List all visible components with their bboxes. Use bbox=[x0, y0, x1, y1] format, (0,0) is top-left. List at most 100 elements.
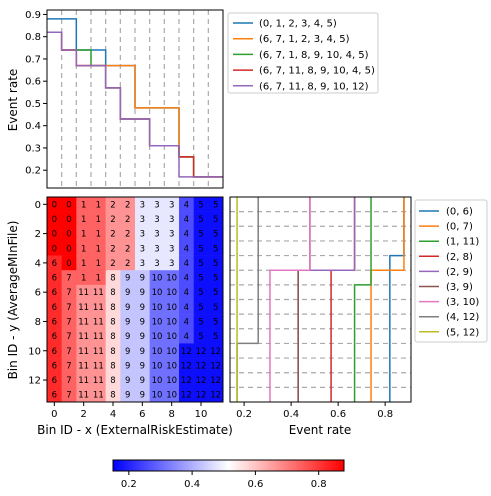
heatmap-cell bbox=[179, 314, 194, 330]
heatmap-cell-label: 5 bbox=[213, 303, 218, 313]
top-y-tick-label: 0.6 bbox=[25, 77, 41, 88]
heatmap-x-tick-label: 8 bbox=[168, 409, 174, 420]
right-step-chart: 0.2 0.4 0.6 0.8 Event rate (0, 6) (0, 7) (1, … bbox=[229, 196, 488, 437]
heatmap-cell bbox=[193, 284, 209, 300]
heatmap-cell bbox=[208, 226, 224, 242]
heatmap-cell-label: 5 bbox=[213, 288, 218, 298]
heatmap-cell-label: 10 bbox=[166, 376, 177, 386]
heatmap-cell bbox=[105, 240, 121, 256]
heatmap-cell-label: 3 bbox=[154, 215, 159, 225]
heatmap-cell-label: 11 bbox=[93, 317, 104, 327]
colorbar-tick-label: 0.2 bbox=[121, 479, 137, 490]
heatmap-cell-label: 2 bbox=[125, 215, 130, 225]
heatmap-cell bbox=[105, 226, 121, 242]
heatmap-cell-label: 5 bbox=[213, 259, 218, 269]
heatmap-cell-label: 9 bbox=[140, 361, 145, 371]
heatmap-cell bbox=[76, 240, 92, 256]
right-x-tick-label: 0.6 bbox=[330, 409, 346, 420]
heatmap-cell-label: 3 bbox=[169, 244, 174, 254]
heatmap-y-tick-label: 12 bbox=[28, 376, 41, 387]
right-x-tick-label: 0.4 bbox=[283, 409, 299, 420]
heatmap-cell-label: 3 bbox=[140, 215, 145, 225]
heatmap-cell-label: 7 bbox=[66, 347, 71, 357]
heatmap-cell bbox=[105, 372, 121, 388]
heatmap-cell-label: 3 bbox=[154, 259, 159, 269]
heatmap-cell-label: 10 bbox=[166, 303, 177, 313]
heatmap-cell bbox=[179, 372, 194, 388]
heatmap-cell-label: 4 bbox=[184, 244, 189, 254]
heatmap-cell bbox=[135, 284, 150, 300]
right-legend-label: (3, 9) bbox=[446, 282, 473, 293]
heatmap-cell bbox=[149, 197, 165, 212]
heatmap-cell bbox=[47, 343, 62, 359]
heatmap-cell bbox=[208, 240, 224, 256]
heatmap-cell bbox=[179, 284, 194, 300]
heatmap-cell-label: 5 bbox=[198, 215, 203, 225]
right-legend-label: (5, 12) bbox=[446, 327, 479, 338]
heatmap-cell-label: 3 bbox=[169, 230, 174, 240]
heatmap-cell bbox=[76, 299, 92, 315]
top-y-tick-label: 0.3 bbox=[25, 143, 41, 154]
heatmap-cell bbox=[135, 255, 150, 271]
heatmap-cell bbox=[208, 372, 224, 388]
heatmap-cell bbox=[91, 211, 106, 227]
top-y-tick-label: 0.4 bbox=[25, 121, 41, 132]
heatmap-cell bbox=[47, 358, 62, 374]
heatmap-cell bbox=[179, 343, 194, 359]
heatmap-cell-label: 4 bbox=[184, 288, 189, 298]
heatmap-cell-label: 11 bbox=[78, 361, 89, 371]
heatmap-cell bbox=[208, 343, 224, 359]
heatmap-cell bbox=[193, 372, 209, 388]
heatmap-cell-label: 11 bbox=[78, 317, 89, 327]
heatmap-cell bbox=[47, 299, 62, 315]
heatmap-cell-label: 11 bbox=[93, 332, 104, 342]
heatmap-cell-label: 5 bbox=[198, 200, 203, 210]
right-series-line bbox=[353, 197, 372, 402]
heatmap-cell-label: 11 bbox=[93, 347, 104, 357]
heatmap-cell bbox=[47, 226, 62, 242]
heatmap-cell-label: 5 bbox=[198, 274, 203, 284]
heatmap-cell bbox=[164, 387, 180, 403]
top-y-axis-title: Event rate bbox=[6, 69, 20, 132]
heatmap-cell-label: 9 bbox=[140, 274, 145, 284]
heatmap-cell-label: 9 bbox=[125, 376, 130, 386]
heatmap-x-tick-label: 10 bbox=[195, 409, 208, 420]
heatmap-cell bbox=[47, 314, 62, 330]
heatmap-x-tick-label: 2 bbox=[80, 409, 86, 420]
heatmap-cell bbox=[135, 328, 150, 344]
heatmap-cell bbox=[91, 226, 106, 242]
heatmap-cell bbox=[105, 387, 121, 403]
heatmap-cell-label: 5 bbox=[213, 244, 218, 254]
heatmap-cell-label: 2 bbox=[125, 200, 130, 210]
heatmap-cell bbox=[179, 211, 194, 227]
heatmap-cell-label: 8 bbox=[110, 274, 115, 284]
right-legend-label: (2, 9) bbox=[446, 267, 473, 278]
heatmap-cell-label: 5 bbox=[213, 200, 218, 210]
heatmap-cell-label: 11 bbox=[78, 332, 89, 342]
heatmap-cell-label: 2 bbox=[125, 244, 130, 254]
heatmap-cell bbox=[61, 226, 77, 242]
heatmap-cell bbox=[76, 358, 92, 374]
heatmap-cell bbox=[47, 328, 62, 344]
heatmap-cell-label: 10 bbox=[166, 347, 177, 357]
heatmap-cell bbox=[149, 372, 165, 388]
heatmap-cell-label: 8 bbox=[110, 347, 115, 357]
heatmap-cell bbox=[164, 211, 180, 227]
heatmap-cell bbox=[164, 240, 180, 256]
heatmap-cell bbox=[76, 343, 92, 359]
heatmap-cell bbox=[76, 387, 92, 403]
heatmap-cell-label: 2 bbox=[110, 200, 115, 210]
heatmap-cell-label: 7 bbox=[66, 274, 71, 284]
right-legend-label: (0, 7) bbox=[446, 222, 473, 233]
heatmap-cell bbox=[149, 226, 165, 242]
top-frame bbox=[46, 9, 224, 189]
heatmap-cell bbox=[135, 240, 150, 256]
heatmap-cell-label: 0 bbox=[52, 200, 57, 210]
heatmap-cell-label: 7 bbox=[66, 288, 71, 298]
heatmap-cell-label: 7 bbox=[66, 317, 71, 327]
heatmap-cell-label: 11 bbox=[93, 303, 104, 313]
heatmap-cell bbox=[208, 255, 224, 271]
heatmap-cell-label: 12 bbox=[196, 391, 207, 401]
heatmap-cell-label: 11 bbox=[78, 288, 89, 298]
